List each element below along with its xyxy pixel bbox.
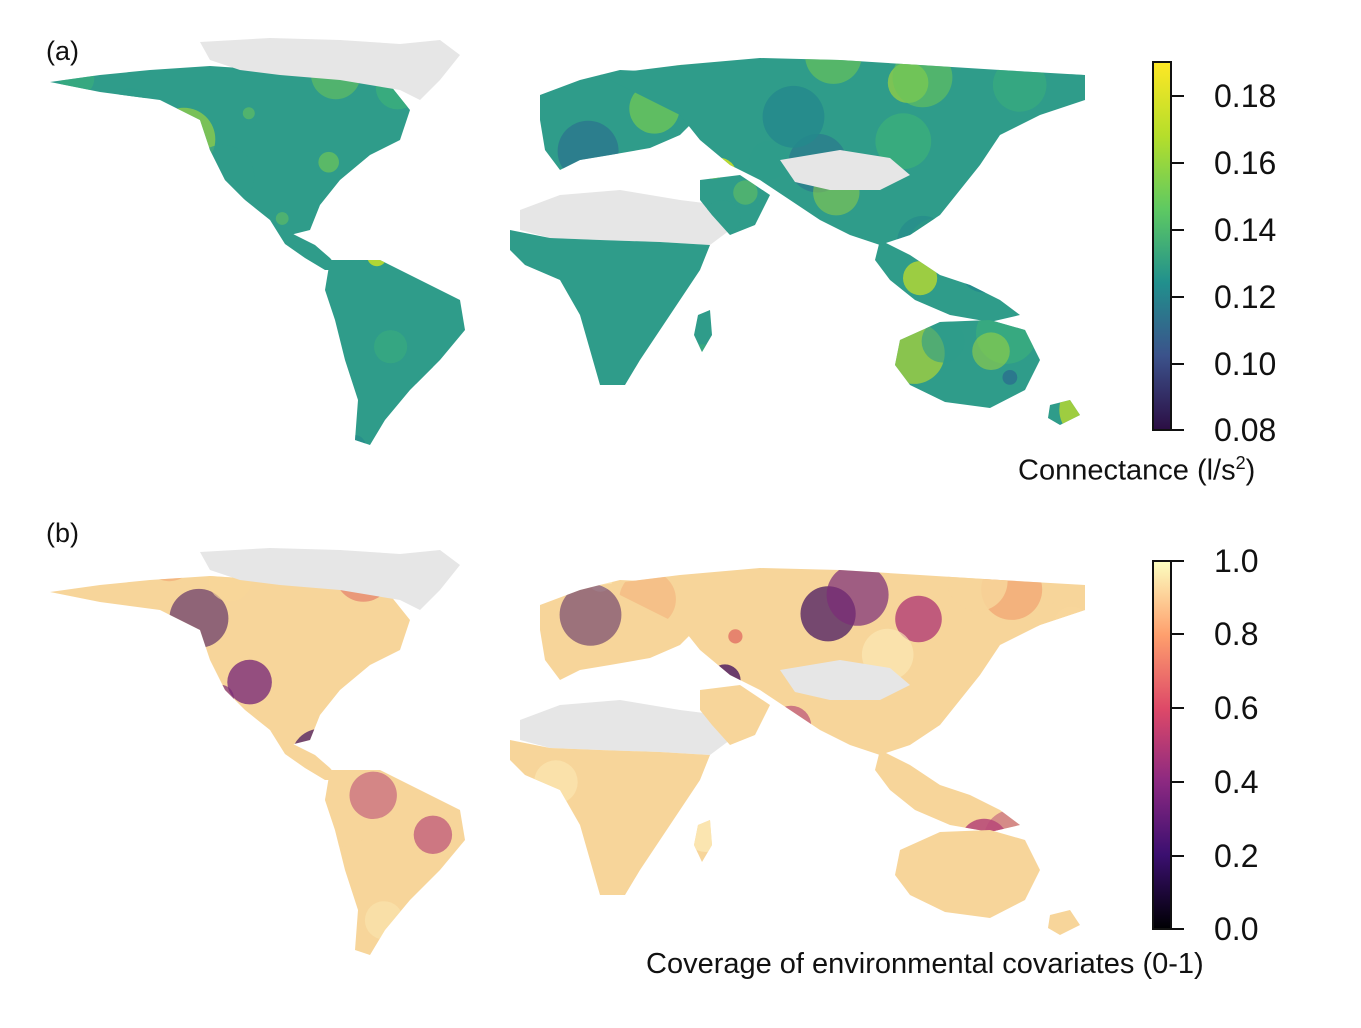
colorbar-tick: [1170, 229, 1184, 231]
panel-b: (b) 1.0 0.8 0.6 0.4 0.2 0.0 Coverage of …: [0, 510, 1361, 1010]
colorbar-tick: [1170, 633, 1184, 635]
panel-a: (a) 0.18 0.16 0.14 0.12 0.10 0.08 Connec…: [0, 0, 1361, 500]
colorbar-coverage: [1152, 560, 1172, 930]
landmass-africa: [510, 230, 710, 385]
landmass-madagascar: [694, 310, 712, 352]
colorbar-tick: [1170, 296, 1184, 298]
landmass-central-america: [270, 730, 340, 780]
landmass-africa: [510, 740, 710, 895]
texture-arabia: [700, 175, 758, 235]
colorbar-tick: [1170, 560, 1184, 562]
landmass-southeast-asia: [875, 750, 1020, 832]
colorbar-tick-label: 0.14: [1214, 212, 1277, 248]
colorbar-title-connectance: Connectance (l/s2): [1018, 453, 1256, 487]
colorbar-tick-label: 0.8: [1214, 616, 1259, 652]
colorbar-tick-label: 0.16: [1214, 145, 1277, 181]
world-map-coverage: [50, 548, 1085, 955]
landmass-greenland: [200, 38, 460, 100]
colorbar-title-coverage: Coverage of environmental covariates (0-…: [646, 948, 1204, 980]
panel-label-a: (a): [46, 36, 79, 66]
colorbar-tick-label: 0.4: [1214, 764, 1259, 800]
colorbar-tick: [1170, 707, 1184, 709]
landmass-australia: [895, 830, 1040, 918]
colorbar-tick-label: 0.12: [1214, 279, 1277, 315]
world-map-connectance: [50, 38, 1085, 445]
colorbar-tick: [1170, 363, 1184, 365]
landmass-north-america: [50, 576, 410, 745]
colorbar-tick-label: 1.0: [1214, 543, 1259, 579]
landmass-southeast-asia: [875, 240, 1020, 322]
landmass-central-america: [270, 220, 340, 270]
colorbar-tick-label: 0.2: [1214, 838, 1259, 874]
landmass-new-zealand: [1048, 910, 1080, 935]
colorbar-tick-label: 0.10: [1214, 346, 1277, 382]
panel-label-b: (b): [46, 518, 79, 548]
landmass-sahara: [520, 190, 730, 245]
texture-australia: [895, 320, 1037, 385]
landmass-arabia: [700, 685, 770, 745]
colorbar-tick: [1170, 928, 1184, 930]
colorbar-tick-label: 0.18: [1214, 78, 1277, 114]
colorbar-tick-label: 0.08: [1214, 412, 1277, 448]
landmass-tibet: [780, 150, 910, 190]
colorbar-connectance: [1152, 61, 1172, 431]
colorbar-tick: [1170, 162, 1184, 164]
landmass-sahara: [520, 700, 730, 755]
colorbar-tick: [1170, 855, 1184, 857]
colorbar-tick-label: 0.0: [1214, 911, 1259, 947]
landmass-tibet: [780, 660, 910, 700]
colorbar-tick: [1170, 95, 1184, 97]
colorbar-tick: [1170, 429, 1184, 431]
landmass-greenland: [200, 548, 460, 610]
colorbar-tick: [1170, 781, 1184, 783]
colorbar-tick-label: 0.6: [1214, 690, 1259, 726]
